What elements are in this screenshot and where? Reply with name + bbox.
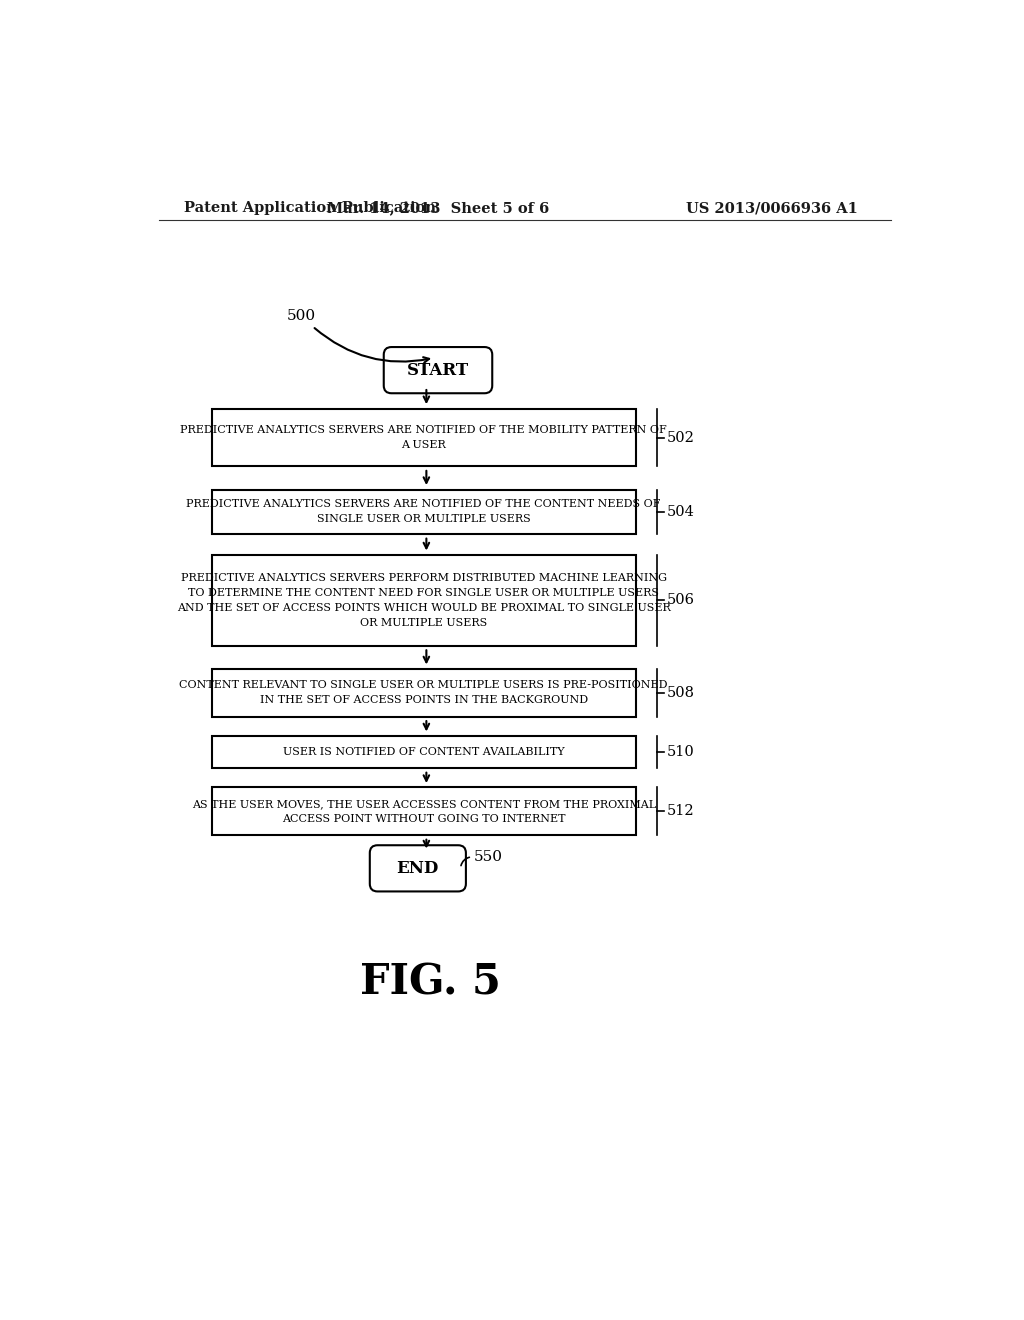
- Text: USER IS NOTIFIED OF CONTENT AVAILABILITY: USER IS NOTIFIED OF CONTENT AVAILABILITY: [283, 747, 564, 758]
- Text: CONTENT RELEVANT TO SINGLE USER OR MULTIPLE USERS IS PRE-POSITIONED
IN THE SET O: CONTENT RELEVANT TO SINGLE USER OR MULTI…: [179, 680, 668, 705]
- Text: END: END: [396, 859, 439, 876]
- Text: FIG. 5: FIG. 5: [359, 961, 501, 1003]
- Text: 510: 510: [667, 744, 694, 759]
- Text: AS THE USER MOVES, THE USER ACCESSES CONTENT FROM THE PROXIMAL
ACCESS POINT WITH: AS THE USER MOVES, THE USER ACCESSES CON…: [191, 799, 655, 824]
- Text: PREDICTIVE ANALYTICS SERVERS ARE NOTIFIED OF THE CONTENT NEEDS OF
SINGLE USER OR: PREDICTIVE ANALYTICS SERVERS ARE NOTIFIE…: [186, 499, 660, 524]
- FancyBboxPatch shape: [212, 554, 636, 645]
- Text: 550: 550: [474, 850, 503, 863]
- Text: Mar. 14, 2013  Sheet 5 of 6: Mar. 14, 2013 Sheet 5 of 6: [327, 202, 549, 215]
- Text: 508: 508: [667, 686, 694, 700]
- Text: PREDICTIVE ANALYTICS SERVERS PERFORM DISTRIBUTED MACHINE LEARNING
TO DETERMINE T: PREDICTIVE ANALYTICS SERVERS PERFORM DIS…: [177, 573, 671, 627]
- FancyBboxPatch shape: [384, 347, 493, 393]
- FancyBboxPatch shape: [212, 737, 636, 768]
- FancyBboxPatch shape: [212, 490, 636, 535]
- Text: 502: 502: [667, 430, 694, 445]
- Text: PREDICTIVE ANALYTICS SERVERS ARE NOTIFIED OF THE MOBILITY PATTERN OF
A USER: PREDICTIVE ANALYTICS SERVERS ARE NOTIFIE…: [180, 425, 667, 450]
- FancyBboxPatch shape: [370, 845, 466, 891]
- Text: START: START: [407, 362, 469, 379]
- Text: 500: 500: [287, 309, 316, 323]
- FancyBboxPatch shape: [212, 669, 636, 717]
- Text: 506: 506: [667, 594, 694, 607]
- FancyBboxPatch shape: [212, 788, 636, 836]
- Text: 512: 512: [667, 804, 694, 818]
- FancyBboxPatch shape: [212, 409, 636, 466]
- Text: US 2013/0066936 A1: US 2013/0066936 A1: [686, 202, 858, 215]
- Text: Patent Application Publication: Patent Application Publication: [183, 202, 436, 215]
- Text: 504: 504: [667, 504, 694, 519]
